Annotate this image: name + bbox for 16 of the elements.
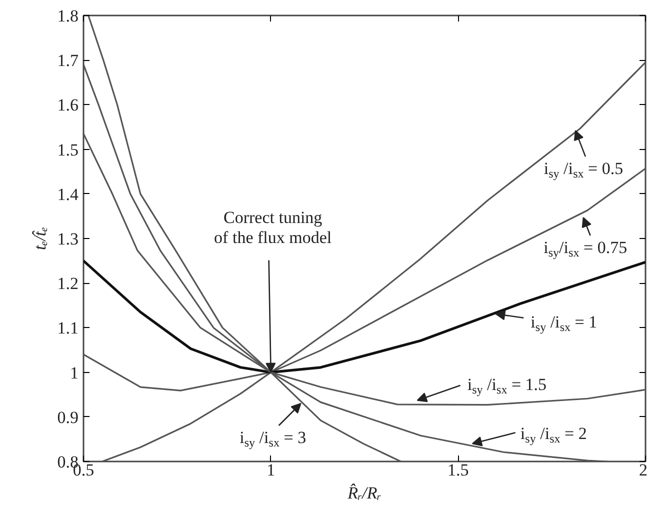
y-tick-label: 1.6 bbox=[57, 96, 78, 115]
y-tick-label: 1.8 bbox=[57, 6, 78, 26]
y-tick-label: 1.2 bbox=[57, 274, 78, 294]
y-tick-label: 1.5 bbox=[57, 140, 78, 160]
x-tick-label: 1.5 bbox=[448, 460, 469, 480]
x-tick-label: 2 bbox=[639, 460, 647, 480]
y-tick-label: 1 bbox=[70, 363, 78, 382]
x-axis-title: R̂ᵣ/Rᵣ bbox=[346, 484, 382, 502]
y-tick-label: 1.3 bbox=[57, 230, 78, 248]
y-tick-label: 1.7 bbox=[57, 51, 79, 70]
y-tick-label: 1.4 bbox=[57, 184, 79, 204]
y-tick-label: 1.1 bbox=[57, 318, 78, 338]
annotation: Correct tuning of the flux model bbox=[214, 208, 332, 247]
x-tick-label: 1 bbox=[266, 460, 276, 480]
y-tick-label: 0.9 bbox=[57, 408, 78, 427]
y-axis-title: tₑ/t̂ₑ bbox=[30, 226, 50, 250]
